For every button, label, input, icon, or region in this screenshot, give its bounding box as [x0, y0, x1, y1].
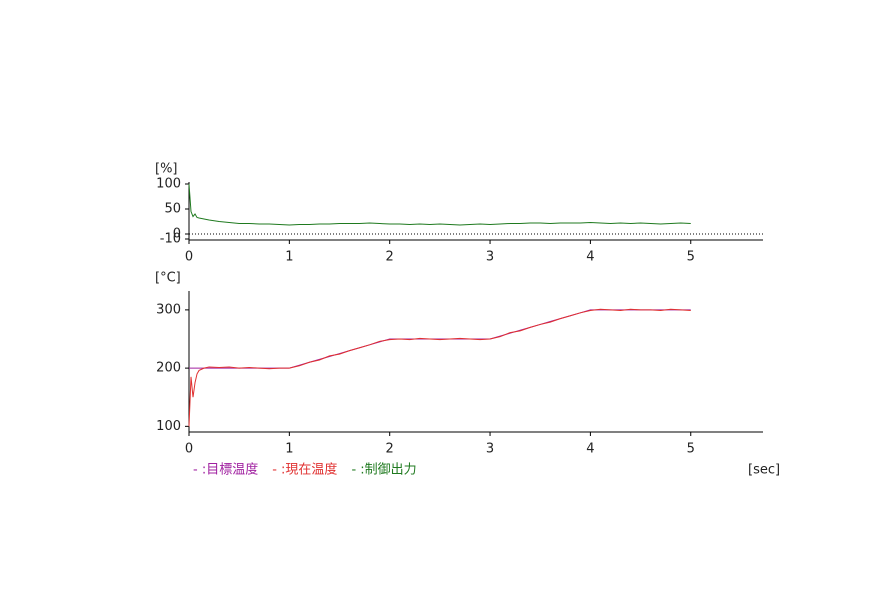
y-tick-label: 50	[164, 202, 181, 217]
x-tick-label: 4	[586, 250, 594, 265]
y-tick-label: 200	[156, 361, 181, 376]
y-axis-label: [°C]	[155, 271, 181, 286]
x-tick-label: 1	[285, 442, 293, 457]
x-tick-label: 1	[285, 250, 293, 265]
y-tick-label: 100	[156, 419, 181, 434]
y-tick-label: 100	[156, 177, 181, 192]
y-tick-label: 300	[156, 302, 181, 317]
x-tick-label: 4	[586, 442, 594, 457]
x-tick-label: 2	[386, 250, 394, 265]
x-tick-label: 2	[386, 442, 394, 457]
legend-entry: - :目標温度	[193, 462, 258, 478]
y-tick-label: 0	[173, 227, 181, 242]
y-tick-label: -10	[160, 232, 181, 247]
data-line	[188, 308, 691, 427]
x-tick-label: 5	[687, 250, 695, 265]
x-tick-label: 0	[185, 250, 193, 265]
x-tick-label: 3	[486, 442, 494, 457]
data-line	[189, 309, 691, 369]
x-tick-label: 5	[687, 442, 695, 457]
y-axis-label: [%]	[155, 162, 178, 177]
x-axis-label: [sec]	[748, 463, 780, 478]
x-tick-label: 3	[486, 250, 494, 265]
data-line	[188, 183, 691, 226]
legend-entry: - :制御出力	[351, 463, 416, 478]
legend-entry: - :現在温度	[272, 462, 337, 478]
x-tick-label: 0	[185, 442, 193, 457]
